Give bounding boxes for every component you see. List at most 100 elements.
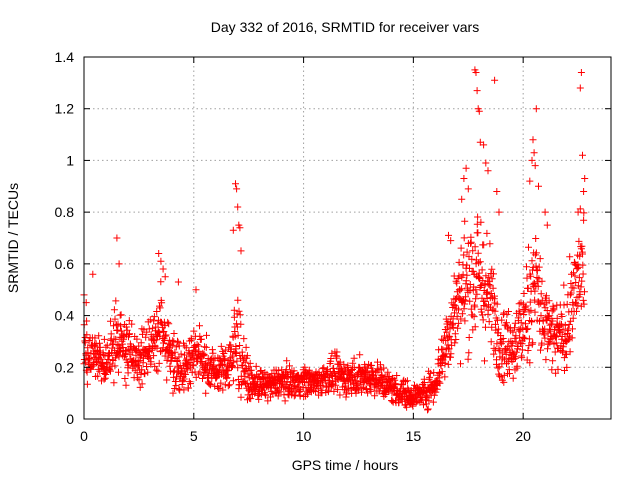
data-point	[141, 370, 149, 378]
data-point	[274, 389, 282, 397]
data-point	[252, 362, 260, 370]
data-point	[482, 159, 490, 167]
data-point	[209, 349, 217, 357]
data-point	[281, 397, 289, 405]
data-point	[518, 340, 526, 348]
data-point	[202, 343, 210, 351]
data-point	[478, 266, 486, 274]
data-point	[563, 300, 571, 308]
data-point	[468, 255, 476, 263]
data-point	[569, 325, 576, 333]
data-point	[184, 384, 192, 392]
data-point	[523, 326, 531, 333]
data-point	[518, 354, 526, 362]
x-tick-label: 0	[80, 428, 88, 444]
data-point	[305, 366, 313, 374]
data-point	[563, 363, 571, 371]
data-point	[229, 362, 236, 370]
data-point	[449, 323, 457, 331]
data-point	[391, 380, 399, 388]
data-point	[552, 339, 560, 347]
y-tick-label: 0.2	[55, 359, 75, 375]
data-point	[491, 292, 498, 300]
data-point	[466, 287, 474, 295]
data-point	[118, 340, 126, 348]
data-point	[519, 324, 527, 332]
data-point	[237, 320, 245, 328]
data-point	[472, 295, 480, 303]
data-point	[290, 392, 298, 400]
data-point	[473, 87, 481, 95]
data-point	[425, 397, 433, 405]
data-point	[461, 317, 469, 325]
data-point	[181, 342, 189, 350]
data-point	[473, 290, 481, 298]
data-point	[117, 311, 125, 319]
data-point	[264, 397, 272, 405]
data-point	[230, 306, 238, 314]
data-point	[546, 321, 554, 329]
data-point	[235, 307, 243, 315]
data-point	[535, 263, 543, 271]
data-point	[146, 316, 154, 324]
data-point	[122, 381, 130, 389]
data-point	[319, 365, 327, 373]
data-point	[452, 336, 460, 343]
data-point	[512, 338, 520, 346]
data-point	[573, 307, 580, 315]
data-point	[236, 342, 244, 349]
data-point	[116, 347, 124, 355]
data-point	[286, 362, 293, 370]
data-point	[96, 339, 103, 347]
data-point	[446, 333, 454, 341]
data-point	[218, 360, 226, 368]
data-point	[455, 319, 463, 327]
data-point	[474, 249, 482, 257]
data-point	[157, 278, 165, 286]
axis-ticks	[83, 56, 611, 420]
data-point	[247, 395, 255, 403]
data-point	[328, 349, 336, 357]
data-point	[155, 359, 163, 367]
data-point	[525, 308, 533, 316]
data-point	[566, 291, 574, 299]
data-point	[485, 273, 493, 281]
data-point	[221, 356, 229, 364]
data-point	[115, 260, 123, 268]
data-point	[454, 324, 462, 332]
data-point	[181, 351, 188, 359]
data-point	[568, 334, 576, 342]
data-point	[473, 220, 481, 228]
data-point	[290, 367, 298, 375]
data-point	[503, 360, 510, 368]
data-point	[114, 326, 122, 334]
data-point	[460, 305, 468, 313]
data-point	[234, 376, 242, 383]
data-point	[368, 361, 375, 369]
data-point	[393, 372, 401, 379]
data-point	[464, 185, 472, 193]
data-point	[469, 267, 477, 275]
y-tick-label: 1.2	[55, 101, 75, 117]
data-point	[524, 284, 532, 292]
data-point	[211, 382, 219, 390]
data-point	[199, 352, 207, 360]
data-point	[526, 298, 534, 306]
data-point	[227, 354, 235, 362]
data-point	[332, 381, 340, 389]
data-point	[470, 313, 478, 321]
data-point	[573, 264, 581, 272]
data-point	[120, 353, 128, 361]
data-point	[153, 308, 161, 315]
data-point	[451, 339, 459, 347]
data-point	[499, 335, 507, 342]
data-point	[162, 331, 170, 339]
data-point	[509, 374, 517, 382]
data-point	[476, 258, 484, 266]
x-tick-label: 20	[515, 428, 531, 444]
data-point	[340, 360, 348, 368]
data-point	[460, 175, 468, 182]
data-point	[563, 350, 570, 358]
data-point	[241, 358, 249, 366]
